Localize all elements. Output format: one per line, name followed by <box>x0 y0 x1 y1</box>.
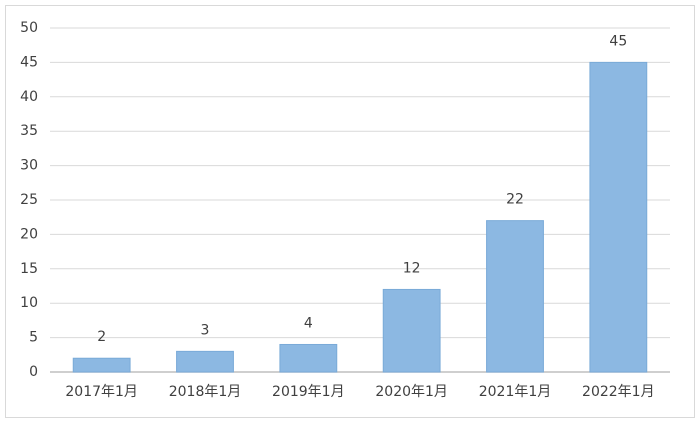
y-tick-label: 40 <box>20 89 38 105</box>
x-tick-label: 2020年1月 <box>375 384 448 400</box>
x-tick-label: 2018年1月 <box>169 384 242 400</box>
y-tick-label: 10 <box>20 295 38 311</box>
y-tick-label: 35 <box>20 123 38 139</box>
y-tick-label: 15 <box>20 261 38 277</box>
bar <box>72 357 131 373</box>
y-tick-label: 0 <box>29 364 38 380</box>
data-label: 45 <box>609 33 627 49</box>
data-label: 12 <box>403 260 421 276</box>
data-label: 2 <box>97 329 106 345</box>
y-tick-label: 25 <box>20 192 38 208</box>
x-tick-label: 2017年1月 <box>65 384 138 400</box>
bar <box>279 343 338 373</box>
y-tick-label: 45 <box>20 54 38 70</box>
data-label: 4 <box>304 315 313 331</box>
bar <box>486 220 544 373</box>
data-label: 3 <box>201 322 210 338</box>
y-tick-label: 5 <box>29 330 38 346</box>
chart-frame <box>5 5 695 418</box>
bar <box>589 61 648 373</box>
data-label: 22 <box>506 192 524 208</box>
x-tick-label: 2021年1月 <box>479 384 552 400</box>
y-tick-label: 50 <box>20 20 38 36</box>
x-tick-label: 2022年1月 <box>582 384 655 400</box>
x-tick-label: 2019年1月 <box>272 384 345 400</box>
bar <box>382 288 441 373</box>
y-tick-label: 20 <box>20 226 38 242</box>
bar <box>176 350 234 373</box>
y-tick-label: 30 <box>20 158 38 174</box>
